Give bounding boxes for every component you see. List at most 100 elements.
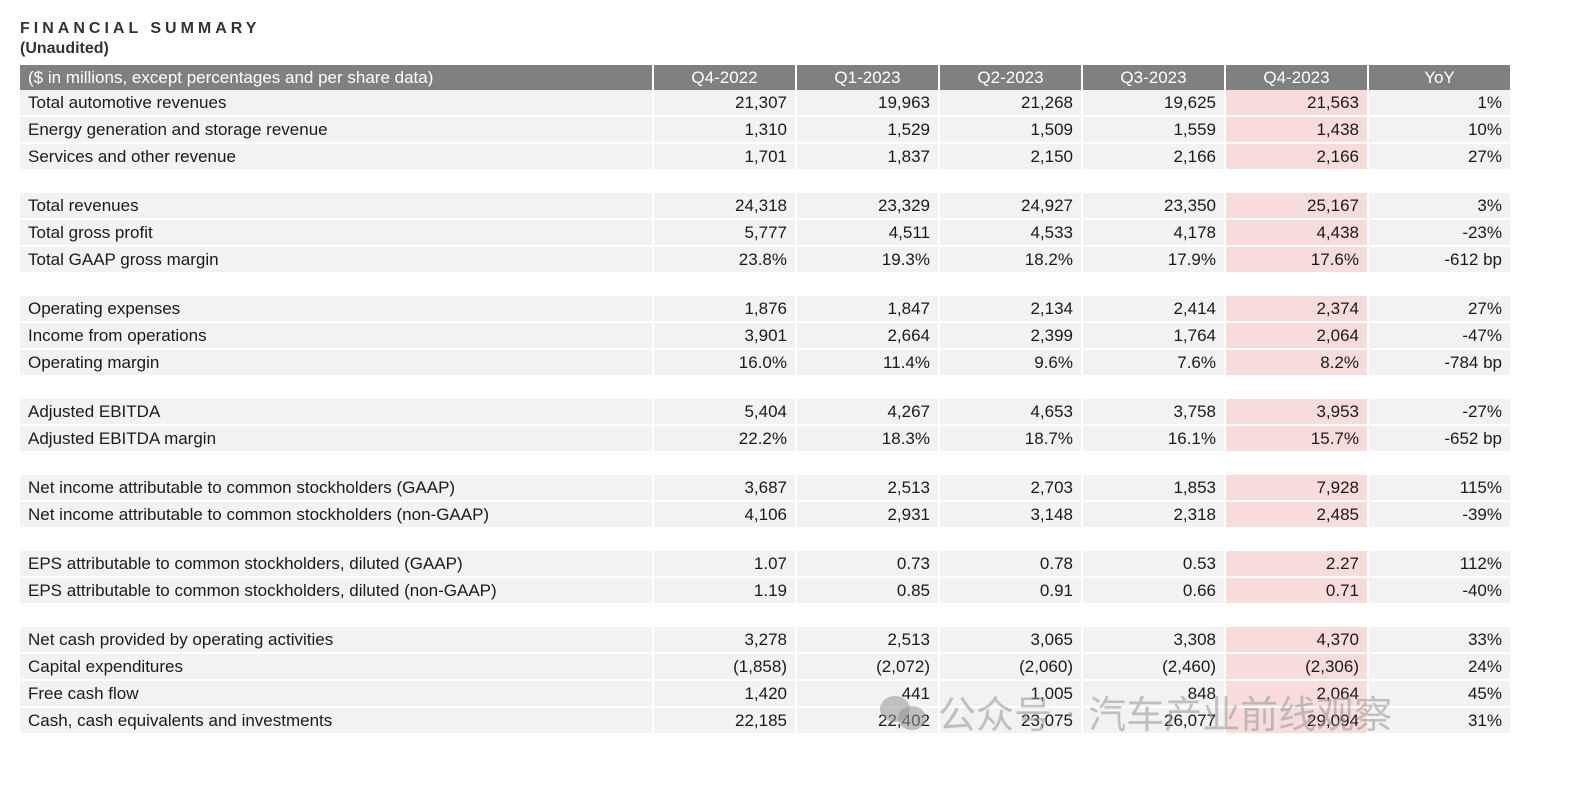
- highlighted-cell: 29,094: [1226, 708, 1367, 735]
- header-period: Q1-2023: [797, 65, 938, 90]
- row-label: Total revenues: [20, 193, 652, 220]
- value-cell: (2,060): [940, 654, 1081, 681]
- table-row: Total gross profit 5,777 4,511 4,533 4,178 4,…: [20, 220, 1510, 247]
- row-label: Adjusted EBITDA: [20, 399, 652, 426]
- table-row: Services and other revenue 1,701 1,837 2,15…: [20, 144, 1510, 171]
- value-cell: 4,533: [940, 220, 1081, 247]
- value-cell: 21,307: [654, 90, 795, 117]
- table-row: EPS attributable to common stockholders,…: [20, 578, 1510, 605]
- table-row: Total revenues 24,318 23,329 24,927 23,350 25…: [20, 193, 1510, 220]
- table-row: EPS attributable to common stockholders,…: [20, 551, 1510, 578]
- value-cell: 1,005: [940, 681, 1081, 708]
- value-cell: 9.6%: [940, 350, 1081, 377]
- value-cell: 2,134: [940, 296, 1081, 323]
- highlighted-cell: 2,485: [1226, 502, 1367, 529]
- value-cell: 18.2%: [940, 247, 1081, 274]
- row-label: Capital expenditures: [20, 654, 652, 681]
- row-label: Total GAAP gross margin: [20, 247, 652, 274]
- row-label: Net income attributable to common stockh…: [20, 475, 652, 502]
- value-cell: 0.73: [797, 551, 938, 578]
- table-row: Adjusted EBITDA margin 22.2% 18.3% 18.7% 16.…: [20, 426, 1510, 453]
- value-cell: 24,318: [654, 193, 795, 220]
- table-row: Capital expenditures (1,858) (2,072) (2,060…: [20, 654, 1510, 681]
- row-label: Total automotive revenues: [20, 90, 652, 117]
- highlighted-cell: 4,370: [1226, 627, 1367, 654]
- value-cell: 1,509: [940, 117, 1081, 144]
- highlighted-cell: 2,166: [1226, 144, 1367, 171]
- page-title: FINANCIAL SUMMARY: [20, 20, 261, 37]
- table-row: Operating margin 16.0% 11.4% 9.6% 7.6% 8.2% -7…: [20, 350, 1510, 377]
- value-cell: 18.7%: [940, 426, 1081, 453]
- value-cell: 1.19: [654, 578, 795, 605]
- value-cell: 18.3%: [797, 426, 938, 453]
- value-cell: 1,837: [797, 144, 938, 171]
- group-spacer: [20, 274, 1510, 296]
- value-cell: 2,513: [797, 627, 938, 654]
- header-period: Q4-2022: [654, 65, 795, 90]
- table-row: Net cash provided by operating activitie…: [20, 627, 1510, 654]
- value-cell: 3%: [1369, 193, 1510, 220]
- group-spacer: [20, 605, 1510, 627]
- value-cell: 1,764: [1083, 323, 1224, 350]
- value-cell: -40%: [1369, 578, 1510, 605]
- highlighted-cell: 2,374: [1226, 296, 1367, 323]
- highlighted-cell: 21,563: [1226, 90, 1367, 117]
- value-cell: -23%: [1369, 220, 1510, 247]
- value-cell: 441: [797, 681, 938, 708]
- header-period: Q4-2023: [1226, 65, 1367, 90]
- value-cell: 2,664: [797, 323, 938, 350]
- value-cell: 22,402: [797, 708, 938, 735]
- table-row: Cash, cash equivalents and investments 22…: [20, 708, 1510, 735]
- value-cell: (1,858): [654, 654, 795, 681]
- value-cell: 7.6%: [1083, 350, 1224, 377]
- value-cell: 19,625: [1083, 90, 1224, 117]
- value-cell: 1,701: [654, 144, 795, 171]
- value-cell: 4,178: [1083, 220, 1224, 247]
- row-label: EPS attributable to common stockholders,…: [20, 551, 652, 578]
- value-cell: 2,399: [940, 323, 1081, 350]
- value-cell: 0.78: [940, 551, 1081, 578]
- highlighted-cell: (2,306): [1226, 654, 1367, 681]
- row-label: Adjusted EBITDA margin: [20, 426, 652, 453]
- value-cell: 112%: [1369, 551, 1510, 578]
- value-cell: 1,420: [654, 681, 795, 708]
- page-subtitle: (Unaudited): [20, 40, 109, 57]
- table-row: Free cash flow 1,420 441 1,005 848 2,064 45%: [20, 681, 1510, 708]
- value-cell: -39%: [1369, 502, 1510, 529]
- value-cell: -27%: [1369, 399, 1510, 426]
- value-cell: 5,777: [654, 220, 795, 247]
- value-cell: 1,310: [654, 117, 795, 144]
- value-cell: 0.85: [797, 578, 938, 605]
- value-cell: 26,077: [1083, 708, 1224, 735]
- header-period: Q3-2023: [1083, 65, 1224, 90]
- value-cell: 2,318: [1083, 502, 1224, 529]
- row-label: Operating margin: [20, 350, 652, 377]
- highlighted-cell: 8.2%: [1226, 350, 1367, 377]
- value-cell: 4,267: [797, 399, 938, 426]
- highlighted-cell: 4,438: [1226, 220, 1367, 247]
- value-cell: -47%: [1369, 323, 1510, 350]
- group-spacer: [20, 529, 1510, 551]
- value-cell: (2,460): [1083, 654, 1224, 681]
- value-cell: 3,065: [940, 627, 1081, 654]
- value-cell: -784 bp: [1369, 350, 1510, 377]
- value-cell: 23,350: [1083, 193, 1224, 220]
- table-row: Energy generation and storage revenue 1,3…: [20, 117, 1510, 144]
- highlighted-cell: 17.6%: [1226, 247, 1367, 274]
- table-row: Adjusted EBITDA 5,404 4,267 4,653 3,758 3,953…: [20, 399, 1510, 426]
- value-cell: 45%: [1369, 681, 1510, 708]
- value-cell: 1.07: [654, 551, 795, 578]
- row-label: Operating expenses: [20, 296, 652, 323]
- value-cell: 27%: [1369, 296, 1510, 323]
- value-cell: 5,404: [654, 399, 795, 426]
- value-cell: 2,166: [1083, 144, 1224, 171]
- highlighted-cell: 7,928: [1226, 475, 1367, 502]
- highlighted-cell: 2,064: [1226, 681, 1367, 708]
- financial-summary-table: ($ in millions, except percentages and p…: [18, 65, 1512, 735]
- header-period: Q2-2023: [940, 65, 1081, 90]
- highlighted-cell: 2.27: [1226, 551, 1367, 578]
- highlighted-cell: 3,953: [1226, 399, 1367, 426]
- group-spacer: [20, 377, 1510, 399]
- value-cell: (2,072): [797, 654, 938, 681]
- value-cell: 4,106: [654, 502, 795, 529]
